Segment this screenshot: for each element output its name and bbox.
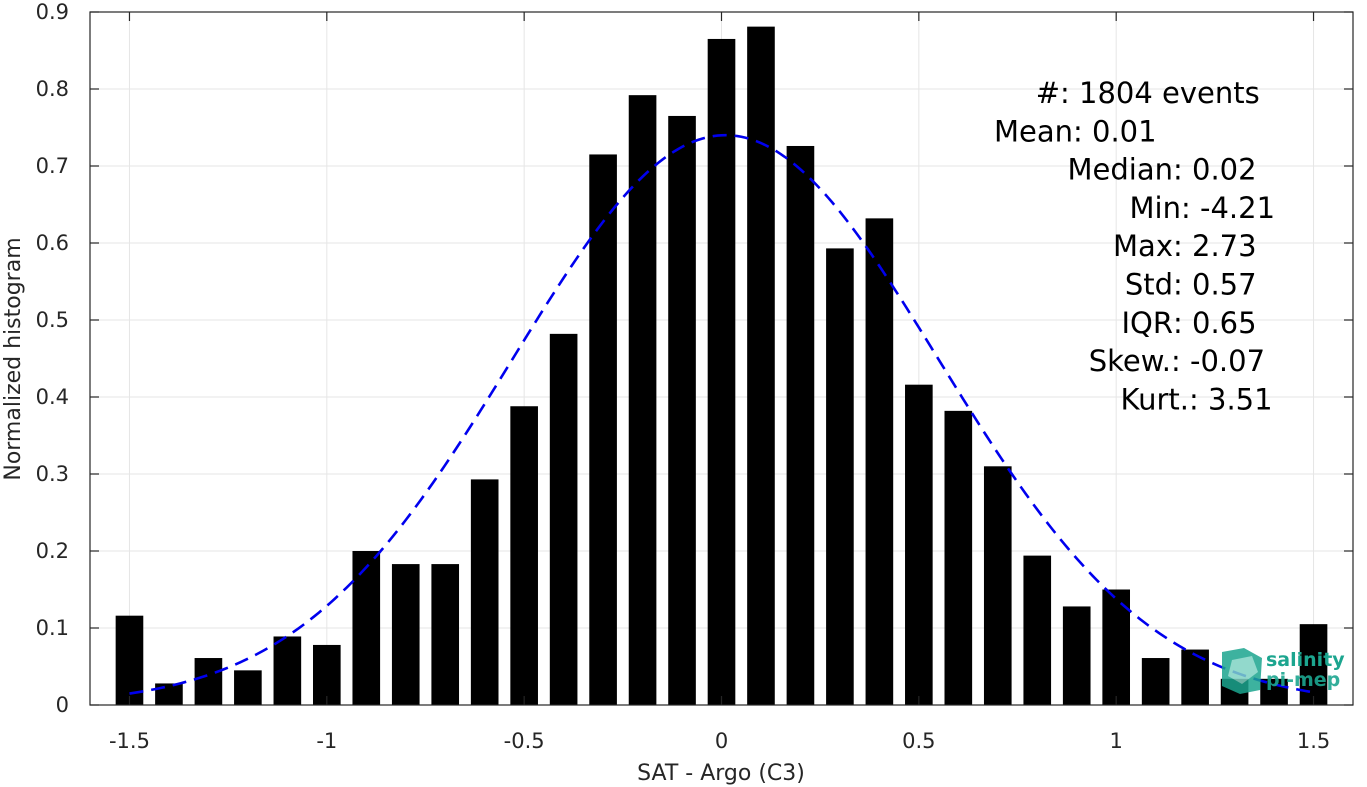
- y-tick-label: 0: [56, 693, 69, 717]
- histogram-bar: [1260, 678, 1288, 705]
- histogram-bar: [1023, 555, 1052, 705]
- histogram-bar: [905, 384, 933, 705]
- histogram-bar: [115, 615, 144, 705]
- histogram-bar: [1141, 658, 1170, 705]
- stat-label: Median: [1068, 153, 1173, 187]
- histogram-bar: [1062, 606, 1091, 705]
- y-tick-label: 0.6: [36, 231, 69, 255]
- x-tick-label: 1.5: [1297, 729, 1330, 753]
- histogram-bar: [510, 406, 538, 705]
- histogram-bar: [470, 479, 499, 705]
- stat-value: : 2.73: [1173, 229, 1257, 263]
- x-tick-label: -1.5: [109, 729, 150, 753]
- logo-text-pimep: pi-mep: [1266, 669, 1340, 691]
- stat-label: Min: [1130, 191, 1181, 225]
- stat-value: : -4.21: [1181, 191, 1275, 225]
- stat-value: : 0.02: [1173, 153, 1257, 187]
- salinity-pimep-logo: salinity pi-mep: [1222, 648, 1345, 694]
- stat-label: IQR: [1121, 306, 1173, 340]
- histogram-bar: [826, 248, 854, 705]
- stat-value: : 0.65: [1173, 306, 1257, 340]
- histogram-bar: [273, 636, 302, 705]
- histogram-bars: [115, 26, 1328, 706]
- histogram-bar: [747, 26, 775, 705]
- y-tick-label: 0.4: [36, 385, 69, 409]
- stat-value: : 3.51: [1189, 382, 1273, 416]
- stat-value: : -0.07: [1171, 344, 1265, 378]
- x-axis-label: SAT - Argo (C3): [637, 761, 805, 786]
- histogram-bar: [1102, 589, 1131, 705]
- histogram-bar: [391, 564, 420, 705]
- histogram-bar: [352, 551, 381, 705]
- y-tick-labels: 0 0.1 0.2 0.3 0.4 0.5 0.6 0.7 0.8 0.9: [36, 0, 69, 717]
- y-axis-label: Normalized histogram: [1, 237, 26, 480]
- stat-label: Std: [1125, 268, 1173, 302]
- y-tick-label: 0.5: [36, 308, 69, 332]
- logo-text-salinity: salinity: [1266, 649, 1345, 671]
- histogram-bar: [786, 145, 815, 706]
- histogram-bar: [1181, 649, 1209, 705]
- y-tick-label: 0.3: [36, 462, 69, 486]
- histogram-bar: [628, 95, 657, 705]
- histogram-bar: [234, 670, 262, 705]
- histogram-bar: [668, 115, 696, 705]
- stat-value: : 1804 events: [1060, 76, 1260, 110]
- histogram-bar: [155, 683, 183, 705]
- histogram-bar: [865, 218, 894, 706]
- x-tick-label: -1: [316, 729, 337, 753]
- x-tick-label: -0.5: [504, 729, 545, 753]
- stat-value: : 0.01: [1073, 114, 1157, 148]
- stat-label: #: [1036, 76, 1060, 110]
- axis-ticks: [90, 11, 1353, 706]
- stat-label: Mean: [994, 114, 1073, 148]
- gaussian-fit-curve: [129, 133, 1314, 695]
- histogram-bar: [194, 658, 223, 705]
- salinity-pimep-logo-icon: [1222, 648, 1262, 694]
- histogram-bar: [589, 154, 617, 705]
- histogram-bar: [431, 564, 460, 705]
- y-tick-label: 0.7: [36, 154, 69, 178]
- y-tick-label: 0.1: [36, 616, 69, 640]
- x-tick-label: 0: [715, 729, 728, 753]
- y-tick-label: 0.8: [36, 77, 69, 101]
- stat-label: Max: [1113, 229, 1173, 263]
- x-tick-label: 1: [1110, 729, 1123, 753]
- stat-label: Kurt.: [1121, 382, 1189, 416]
- y-tick-label: 0.2: [36, 539, 69, 563]
- histogram-bar: [312, 644, 341, 705]
- x-tick-label: 0.5: [902, 729, 935, 753]
- stat-value: : 0.57: [1173, 268, 1257, 302]
- x-tick-labels: -1.5 -1 -0.5 0 0.5 1 1.5: [109, 729, 1330, 753]
- stat-label: Skew.: [1089, 344, 1171, 378]
- histogram-bar: [983, 466, 1012, 705]
- histogram-bar: [707, 38, 736, 705]
- stats-box: # : 1804 events Mean : 0.01 Median : 0.02 M…: [994, 76, 1275, 416]
- histogram-bar: [944, 410, 973, 705]
- histogram-bar: [549, 333, 578, 705]
- y-tick-label: 0.9: [36, 0, 69, 24]
